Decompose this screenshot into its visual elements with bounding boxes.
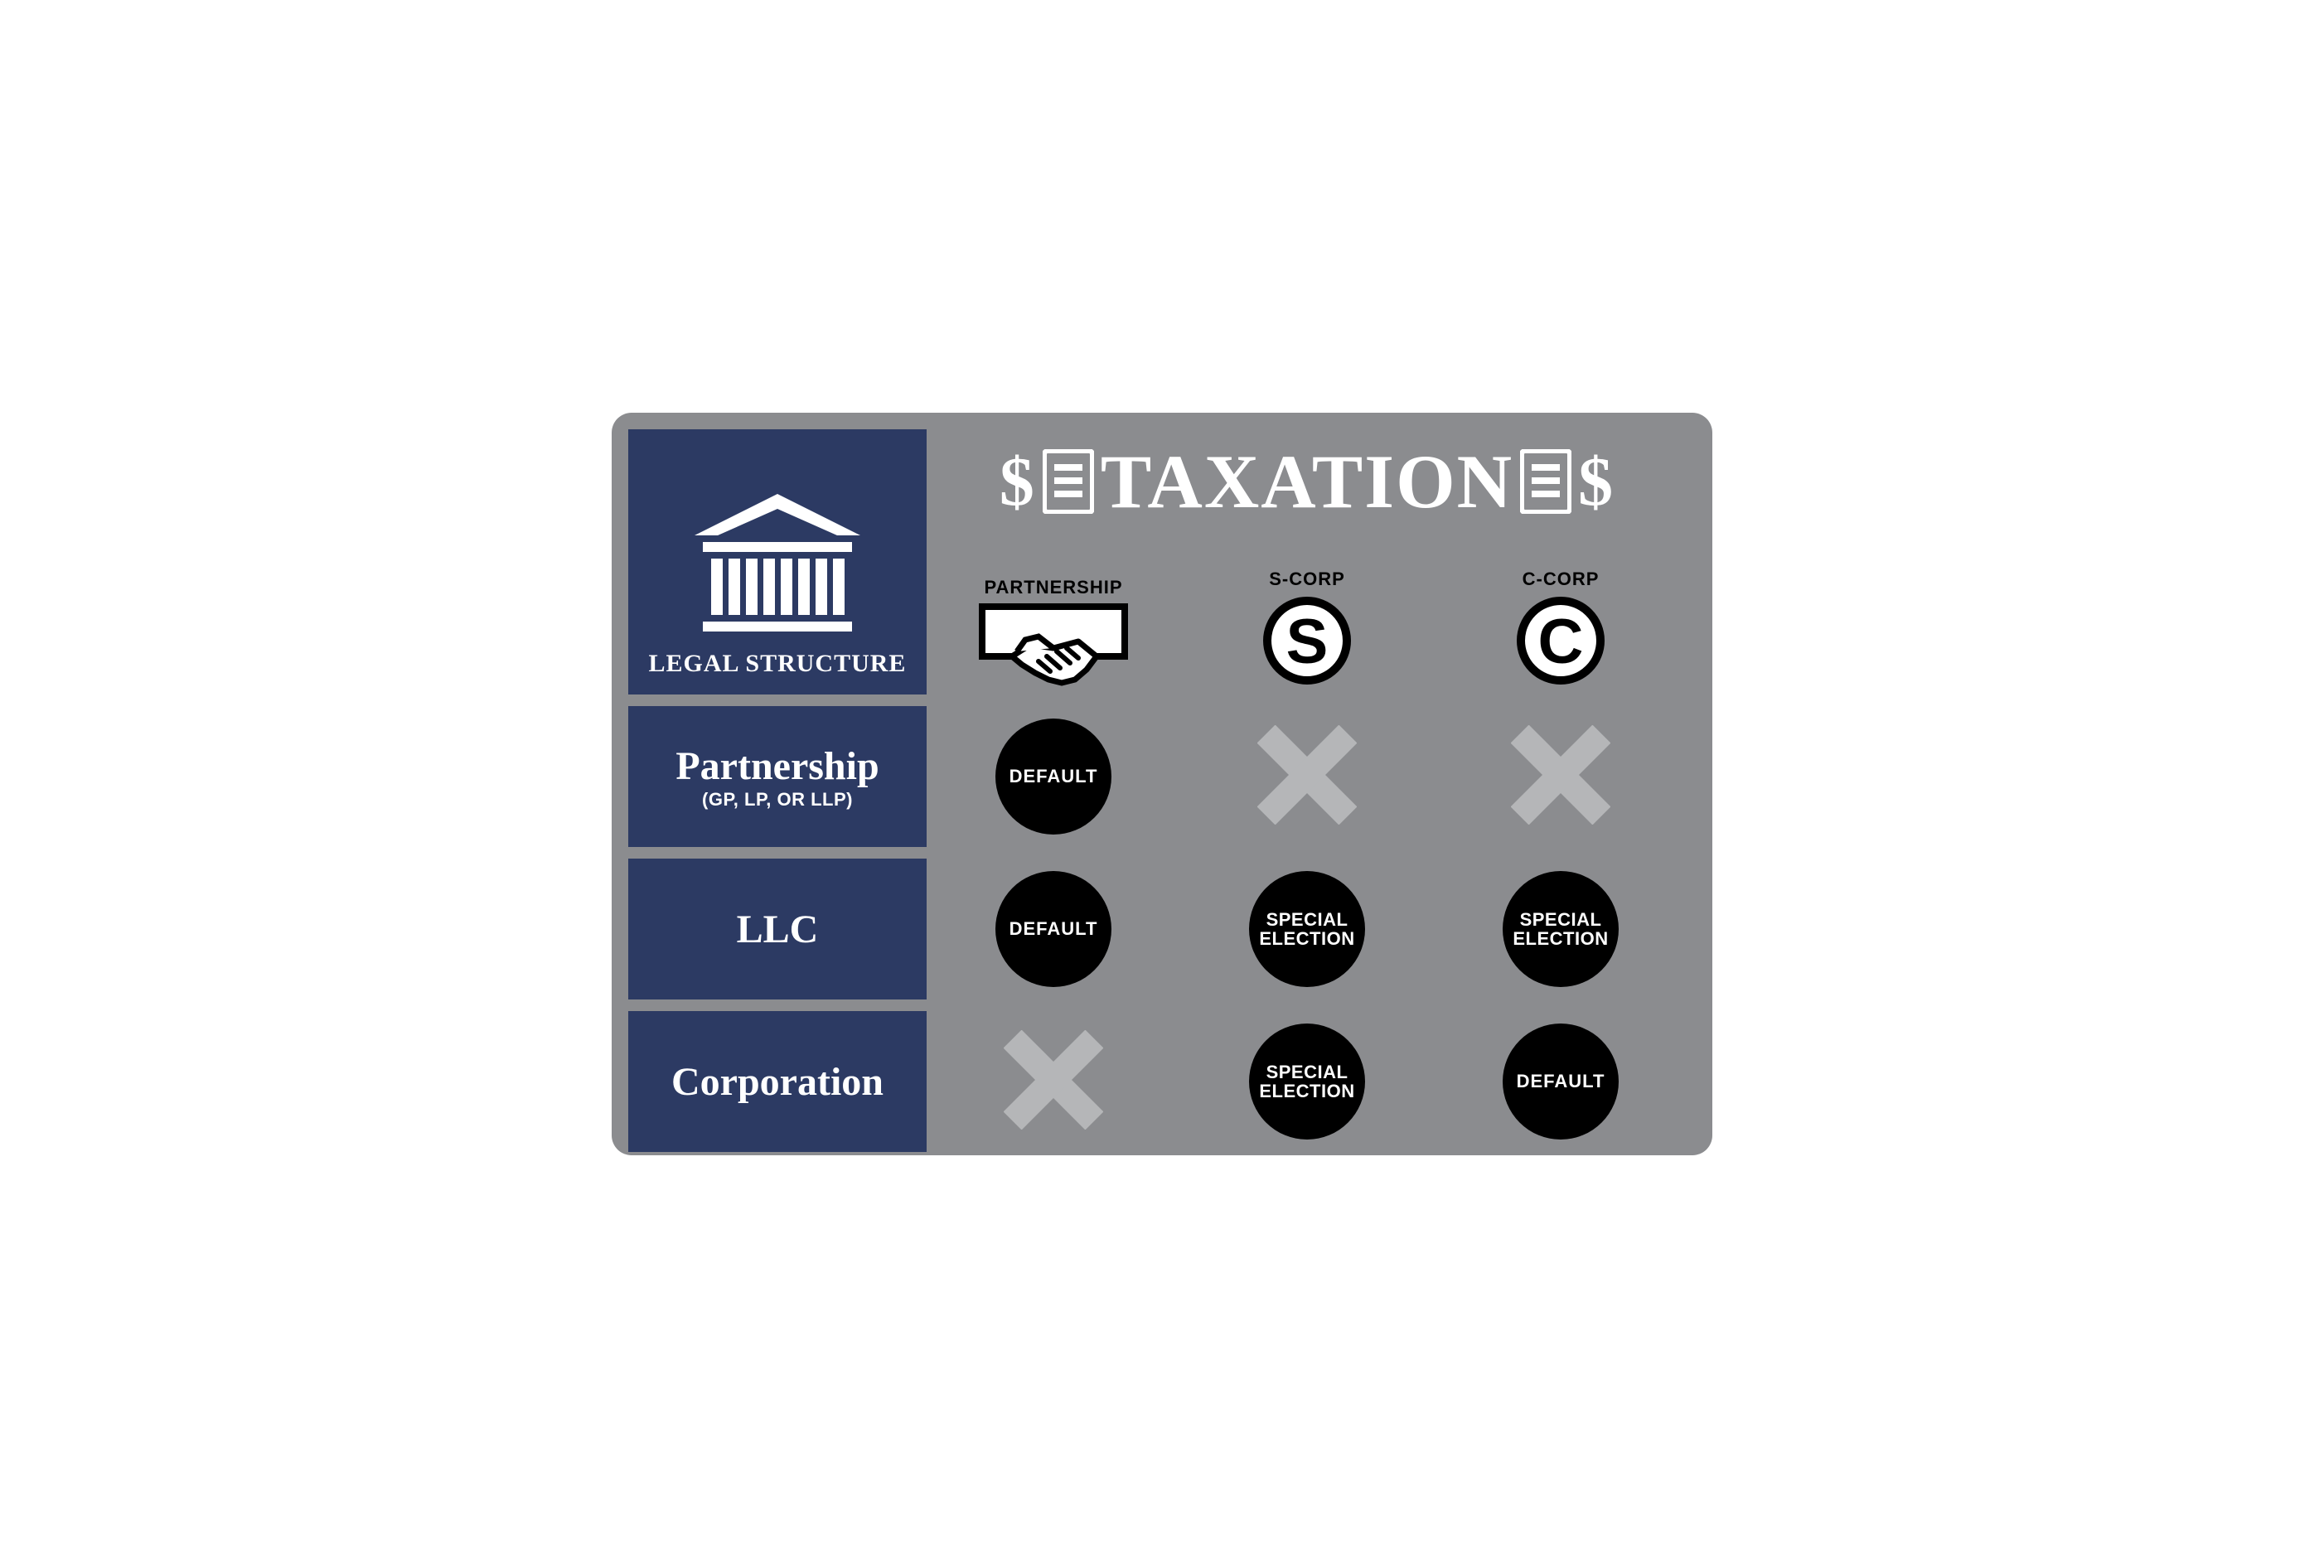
legal-structure-block: LEGAL STRUCTURE — [628, 429, 927, 694]
row-main-partnership: Partnership — [675, 743, 879, 789]
badge-special: SPECIALELECTION — [1249, 1024, 1365, 1140]
x-icon — [1004, 1030, 1103, 1134]
cell-corp-ccorp: DEFAULT — [1434, 1011, 1687, 1152]
taxation-text: TAXATION — [1101, 438, 1513, 525]
cell-partnership-ccorp — [1434, 706, 1687, 847]
badge-special: SPECIALELECTION — [1249, 871, 1365, 987]
row-sub-partnership: (GP, LP, OR LLP) — [702, 789, 853, 811]
s-circle-icon: S — [1261, 595, 1353, 686]
special-line1: SPECIAL — [1266, 909, 1348, 930]
row-label-partnership: Partnership (GP, LP, OR LLP) — [628, 706, 927, 847]
c-circle-icon: C — [1515, 595, 1606, 686]
cell-llc-partnership: DEFAULT — [927, 859, 1180, 999]
row-label-llc: LLC — [628, 859, 927, 999]
document-icon-left — [1043, 449, 1094, 514]
badge-special: SPECIALELECTION — [1503, 871, 1619, 987]
row-label-corporation: Corporation — [628, 1011, 927, 1152]
x-icon — [1511, 725, 1610, 829]
title-row: $ TAXATION $ PARTNERSHIP — [927, 429, 1687, 694]
row-main-llc: LLC — [737, 907, 819, 952]
svg-text:S: S — [1286, 607, 1329, 677]
dollar-left: $ — [1000, 442, 1036, 522]
document-icon-right — [1520, 449, 1571, 514]
badge-default: DEFAULT — [1503, 1024, 1619, 1140]
special-line2: ELECTION — [1513, 928, 1608, 949]
col-header-ccorp: C-CORP C — [1434, 525, 1687, 694]
special-line1: SPECIAL — [1266, 1062, 1348, 1082]
cell-llc-scorp: SPECIALELECTION — [1180, 859, 1434, 999]
col-label-ccorp: C-CORP — [1523, 569, 1600, 590]
badge-default: DEFAULT — [995, 871, 1111, 987]
dollar-right: $ — [1578, 442, 1615, 522]
col-label-scorp: S-CORP — [1269, 569, 1345, 590]
grid: LEGAL STRUCTURE $ TAXATION $ — [628, 429, 1687, 1130]
col-header-partnership: PARTNERSHIP — [927, 525, 1180, 694]
infographic-container: LEGAL STRUCTURE $ TAXATION $ — [612, 413, 1712, 1155]
taxation-title: $ TAXATION $ — [927, 429, 1687, 525]
badge-default: DEFAULT — [995, 719, 1111, 835]
row-main-corporation: Corporation — [671, 1059, 884, 1105]
special-line2: ELECTION — [1259, 928, 1354, 949]
special-line2: ELECTION — [1259, 1081, 1354, 1101]
handshake-icon — [979, 603, 1128, 686]
building-icon — [686, 494, 869, 643]
special-line1: SPECIAL — [1520, 909, 1602, 930]
cell-llc-ccorp: SPECIALELECTION — [1434, 859, 1687, 999]
cell-corp-scorp: SPECIALELECTION — [1180, 1011, 1434, 1152]
x-icon — [1257, 725, 1357, 829]
col-header-scorp: S-CORP S — [1180, 525, 1434, 694]
column-headers: PARTNERSHIP S-CORP S C- — [927, 525, 1687, 694]
cell-corp-partnership — [927, 1011, 1180, 1152]
cell-partnership-partnership: DEFAULT — [927, 706, 1180, 847]
legal-structure-label: LEGAL STRUCTURE — [649, 650, 907, 678]
svg-text:C: C — [1538, 607, 1584, 677]
cell-partnership-scorp — [1180, 706, 1434, 847]
col-label-partnership: PARTNERSHIP — [984, 577, 1122, 598]
